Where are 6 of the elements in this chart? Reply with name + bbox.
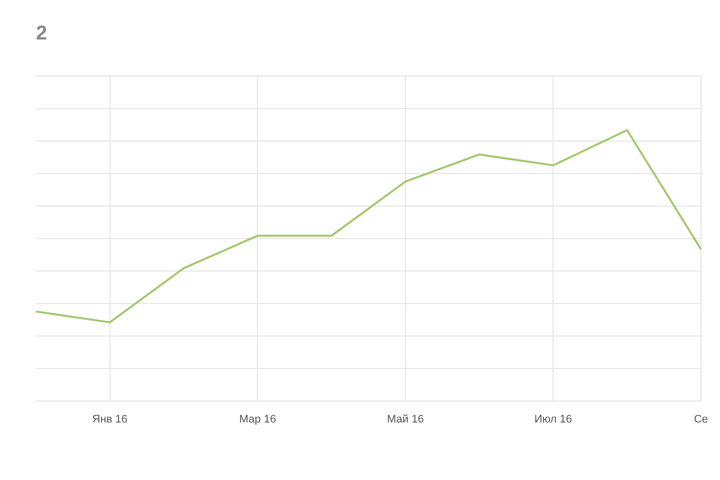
x-tick-label: Янв 16 [92, 413, 128, 426]
x-tick-label: Се [694, 413, 708, 426]
x-tick-label: Май 16 [387, 413, 424, 426]
x-tick-label: Мар 16 [239, 413, 276, 426]
chart-title: 2 [36, 22, 48, 45]
x-tick-label: Июл 16 [534, 413, 572, 426]
